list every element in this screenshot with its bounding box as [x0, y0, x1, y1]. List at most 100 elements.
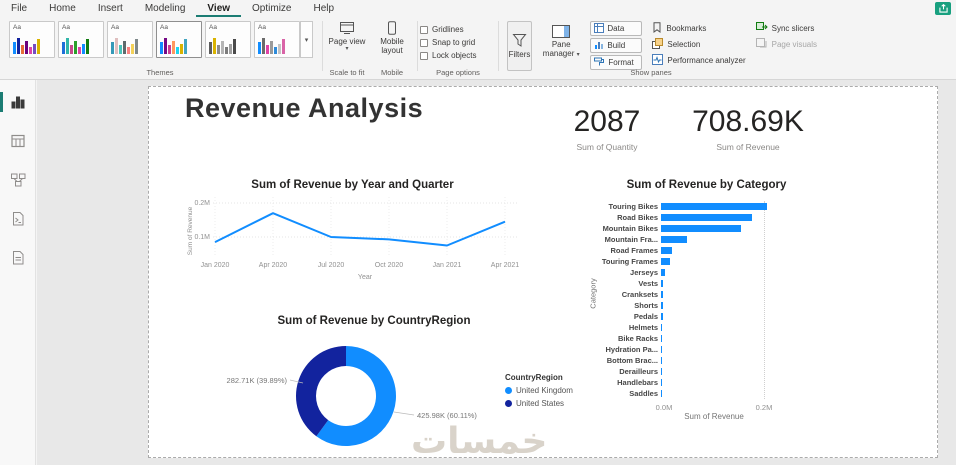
bar-row[interactable]: Handlebars	[589, 377, 889, 388]
page-view-button[interactable]: Page view ▾	[325, 21, 369, 53]
themes-more-button[interactable]: ▾	[300, 21, 313, 58]
toggle-selection[interactable]: Selection	[652, 38, 745, 51]
bar	[661, 356, 663, 365]
checkbox-lock-objects[interactable]: Lock objects	[420, 51, 496, 60]
page-options-group: Gridlines Snap to grid Lock objects Page o…	[420, 17, 496, 79]
bar-row[interactable]: Mountain Fra...	[589, 234, 889, 245]
checkbox-box	[420, 25, 428, 34]
sidebar-tmdl-view[interactable]	[0, 241, 36, 275]
menu-tab-modeling[interactable]: Modeling	[144, 3, 186, 14]
bar-category-label: Touring Frames	[601, 257, 658, 266]
theme-aa-label: Aa	[209, 24, 217, 31]
pane-button-label: Format	[608, 58, 634, 67]
line-chart-plot: Jan 2020 Apr 2020 Jul 2020 Oct 2020 Jan 2021…	[187, 197, 519, 281]
filters-button[interactable]: Filters	[507, 21, 533, 71]
svg-text:Year: Year	[358, 274, 373, 281]
report-canvas: Revenue Analysis 2087 Sum of Quantity 70…	[37, 80, 956, 465]
donut-slice-united-states[interactable]	[296, 346, 346, 437]
bar-category-label: Pedals	[633, 312, 658, 321]
bar-chart-visual[interactable]: Sum of Revenue by Category Touring Bikes…	[589, 179, 934, 435]
legend-item-united-kingdom[interactable]: United Kingdom	[505, 386, 573, 395]
data-pane-button[interactable]: Data	[590, 21, 643, 36]
sidebar-report-view[interactable]	[0, 85, 36, 119]
theme-palette-bars	[160, 32, 198, 54]
menu-tab-help[interactable]: Help	[313, 3, 335, 14]
theme-thumbnail-2[interactable]: Aa	[58, 21, 104, 58]
bar-row[interactable]: Mountain Bikes	[589, 223, 889, 234]
sync-items: Sync slicers Page visuals	[755, 21, 817, 79]
kpi-revenue-value: 708.69K	[692, 105, 804, 138]
menu-tab-home[interactable]: Home	[49, 3, 76, 14]
kpi-revenue-label: Sum of Revenue	[716, 142, 780, 152]
ribbon-separator	[498, 21, 499, 71]
checkbox-gridlines[interactable]: Gridlines	[420, 25, 496, 34]
mobile-layout-button[interactable]: Mobile layout	[369, 21, 415, 55]
page-view-group: Page view ▾ Scale to fit	[325, 17, 369, 79]
checkbox-snap-to-grid[interactable]: Snap to grid	[420, 38, 496, 47]
menu-tab-file[interactable]: File	[11, 3, 28, 14]
tmdl-view-icon	[13, 251, 24, 265]
format-pane-button[interactable]: Format	[590, 55, 643, 70]
show-panes-group: Filters Pane manager ▾ Data Build Format B…	[501, 17, 817, 79]
legend-dot	[505, 387, 512, 394]
pane-manager-icon	[552, 25, 571, 38]
theme-aa-label: Aa	[111, 24, 119, 31]
sync-slicers-button[interactable]: Sync slicers	[755, 22, 817, 35]
bar-row[interactable]: Touring Bikes	[589, 201, 889, 212]
checkbox-label: Snap to grid	[432, 38, 476, 47]
mobile-group-label: Mobile	[380, 68, 404, 77]
selection-icon	[652, 38, 664, 51]
bar-category-label: Mountain Fra...	[604, 235, 658, 244]
bar-row[interactable]: Bottom Brac...	[589, 355, 889, 366]
bar-row[interactable]: Hydration Pa...	[589, 344, 889, 355]
line-chart-visual[interactable]: Sum of Revenue by Year and Quarter Jan 2…	[185, 179, 530, 287]
report-page[interactable]: Revenue Analysis 2087 Sum of Quantity 70…	[148, 86, 938, 462]
bar-row[interactable]: Shorts	[589, 300, 889, 311]
ribbon-separator	[322, 21, 323, 71]
bar	[661, 378, 663, 387]
menu-tab-view[interactable]: View	[196, 1, 242, 17]
sync-slicers-icon	[755, 22, 768, 35]
share-button[interactable]	[935, 2, 951, 15]
kpi-card-quantity[interactable]: 2087 Sum of Quantity	[547, 105, 667, 152]
bar-row[interactable]: Derailleurs	[589, 366, 889, 377]
bar	[661, 290, 663, 299]
svg-text:Jan 2021: Jan 2021	[433, 262, 462, 269]
toggle-performance-analyzer[interactable]: Performance analyzer	[652, 54, 746, 67]
bar-row[interactable]: Pedals	[589, 311, 889, 322]
theme-thumbnail-1[interactable]: Aa	[9, 21, 55, 58]
theme-thumbnail-4[interactable]: Aa	[156, 21, 202, 58]
bar-row[interactable]: Jerseys	[589, 267, 889, 278]
theme-thumbnail-3[interactable]: Aa	[107, 21, 153, 58]
sidebar-dax-query-view[interactable]	[0, 202, 36, 236]
bar-row[interactable]: Road Bikes	[589, 212, 889, 223]
pane-manager-button[interactable]: Pane manager ▾	[542, 21, 580, 79]
bar-row[interactable]: Saddles	[589, 388, 889, 399]
line-chart-title: Sum of Revenue by Year and Quarter	[251, 179, 454, 191]
donut-slice-united-kingdom[interactable]	[316, 346, 396, 446]
themes-group-label: Themes	[146, 68, 174, 77]
theme-aa-label: Aa	[258, 24, 266, 31]
donut-chart-visual[interactable]: Sum of Revenue by CountryRegion 282.71K …	[209, 311, 639, 457]
bar-row[interactable]: Touring Frames	[589, 256, 889, 267]
theme-thumbnail-6[interactable]: Aa	[254, 21, 300, 58]
bar	[661, 224, 741, 233]
bar-row[interactable]: Cranksets	[589, 289, 889, 300]
bar-category-label: Derailleurs	[619, 367, 658, 376]
sidebar-table-view[interactable]	[0, 124, 36, 158]
bar-row[interactable]: Vests	[589, 278, 889, 289]
theme-thumbnail-5[interactable]: Aa	[205, 21, 251, 58]
menu-tab-insert[interactable]: Insert	[97, 3, 123, 14]
sidebar-model-view[interactable]	[0, 163, 36, 197]
legend-item-united-states[interactable]: United States	[505, 399, 573, 408]
kpi-card-revenue[interactable]: 708.69K Sum of Revenue	[685, 105, 811, 152]
bar	[661, 202, 767, 211]
build-pane-button[interactable]: Build	[590, 38, 643, 53]
menu-tab-optimize[interactable]: Optimize	[252, 3, 292, 14]
toggle-bookmarks[interactable]: Bookmarks	[652, 22, 745, 35]
bar-row[interactable]: Bike Racks	[589, 333, 889, 344]
pane-toggles: Bookmarks Selection Performance analyzer	[652, 21, 746, 79]
bar-row[interactable]: Helmets	[589, 322, 889, 333]
bar-row[interactable]: Road Frames	[589, 245, 889, 256]
report-view-icon	[11, 96, 25, 109]
